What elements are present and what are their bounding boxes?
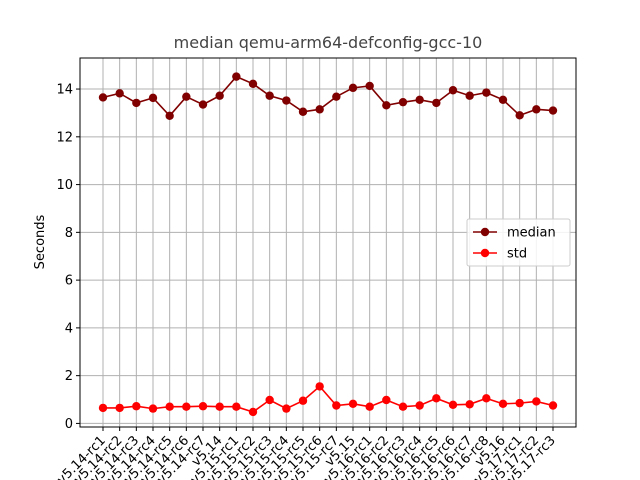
data-point-median — [398, 97, 408, 107]
data-point-std — [198, 402, 208, 411]
series-line-median — [102, 75, 554, 117]
data-point-std — [465, 400, 474, 409]
y-axis: 0 2 4 6 8 10 12 14 — [56, 83, 80, 432]
y-tick-label: 10 — [56, 178, 73, 193]
data-point-median — [465, 91, 474, 100]
data-point-std — [498, 399, 508, 409]
data-point-median — [265, 91, 274, 100]
legend-marker-median — [480, 227, 490, 237]
data-point-std — [448, 400, 458, 409]
data-point-std — [548, 401, 558, 410]
series-group — [98, 72, 558, 417]
data-point-median — [332, 92, 341, 101]
data-point-median — [282, 96, 291, 105]
data-point-median — [115, 89, 124, 98]
data-point-std — [148, 404, 158, 413]
data-point-median — [548, 106, 558, 115]
data-point-std — [348, 399, 358, 409]
data-point-std — [315, 382, 324, 391]
y-tick-label: 8 — [65, 226, 73, 241]
chart-title: median qemu-arm64-defconfig-gcc-10 — [174, 33, 483, 52]
data-point-std — [215, 402, 224, 411]
data-point-median — [148, 93, 158, 103]
data-point-median — [232, 72, 241, 81]
data-point-median — [298, 107, 308, 116]
data-point-std — [432, 394, 441, 403]
data-point-median — [482, 88, 491, 97]
data-point-std — [232, 402, 241, 411]
data-point-median — [415, 95, 424, 104]
data-point-median — [315, 105, 324, 114]
data-point-median — [365, 81, 374, 91]
y-tick-label: 2 — [65, 369, 73, 384]
data-point-std — [115, 403, 124, 413]
data-point-median — [515, 111, 524, 120]
data-point-median — [532, 105, 541, 114]
grid — [80, 58, 576, 427]
data-point-std — [248, 407, 258, 417]
data-point-std — [382, 395, 391, 405]
data-point-median — [215, 91, 224, 100]
data-point-std — [265, 395, 274, 405]
data-point-std — [332, 401, 341, 410]
data-point-std — [165, 402, 174, 411]
data-point-std — [532, 397, 541, 406]
data-point-median — [348, 83, 358, 93]
data-point-median — [382, 101, 391, 110]
data-point-median — [132, 98, 141, 108]
y-axis-label: Seconds — [33, 214, 48, 269]
data-point-median — [98, 93, 108, 102]
data-point-median — [432, 98, 441, 108]
legend-label-median: median — [507, 226, 556, 241]
data-point-median — [165, 111, 174, 120]
series-median — [98, 72, 558, 120]
data-point-std — [482, 394, 491, 403]
y-tick-label: 0 — [65, 417, 73, 432]
legend-marker-std — [480, 248, 490, 258]
y-tick-label: 6 — [65, 274, 73, 289]
data-point-median — [198, 100, 208, 109]
data-point-median — [448, 86, 458, 95]
x-axis: v5.14-rc1v5.14-rc2v5.14-rc3v5.14-rc4v5.1… — [55, 427, 559, 480]
data-point-std — [98, 403, 108, 413]
legend: median std — [466, 218, 571, 267]
legend-box — [466, 218, 571, 267]
data-point-std — [515, 398, 524, 408]
series-line-std — [103, 385, 554, 413]
data-point-std — [415, 401, 424, 410]
y-tick-label: 4 — [65, 321, 73, 336]
y-tick-label: 12 — [56, 130, 73, 145]
data-point-std — [182, 402, 191, 411]
data-point-std — [298, 396, 308, 405]
data-point-median — [248, 79, 258, 88]
legend-label-std: std — [507, 247, 527, 262]
data-point-std — [398, 402, 408, 411]
plot-area-frame — [79, 57, 577, 428]
y-tick-label: 14 — [56, 83, 73, 98]
data-point-median — [182, 92, 191, 101]
data-point-std — [365, 402, 374, 411]
data-point-std — [132, 402, 141, 411]
data-point-median — [498, 95, 508, 104]
series-std — [98, 382, 558, 417]
data-point-std — [282, 404, 291, 413]
